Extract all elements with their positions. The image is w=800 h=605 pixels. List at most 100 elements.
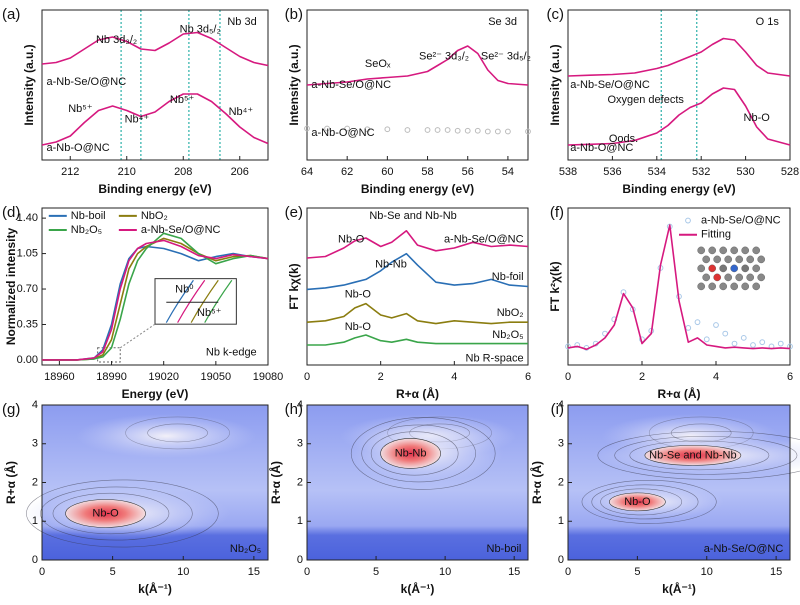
x-tick-label: 532 — [692, 166, 710, 178]
annotation: Nb⁴⁺ — [229, 106, 254, 118]
series-label: a-Nb-Se/O@NC — [311, 79, 391, 91]
x-tick-label: 538 — [559, 166, 577, 178]
panel-label: (i) — [551, 401, 564, 418]
contour-region — [75, 414, 257, 458]
structure-atom — [757, 273, 766, 282]
data-point — [787, 343, 793, 350]
x-tick-label: 19080 — [253, 371, 284, 383]
data-point — [494, 128, 501, 135]
peak — [644, 445, 742, 466]
panel-label: (e) — [285, 204, 303, 221]
x-tick-label: 56 — [462, 166, 474, 178]
series-label: a-Nb-O@NC — [311, 127, 374, 139]
series-label: a-Nb-Se/O@NC — [570, 79, 650, 91]
data-point — [304, 125, 310, 132]
y-tick-label: 1.05 — [17, 247, 38, 259]
structure-atom — [708, 246, 717, 255]
y-tick-label: 2 — [558, 476, 564, 488]
x-tick-label: 0 — [565, 566, 571, 578]
plot-frame — [41, 207, 269, 366]
x-tick-label: 212 — [61, 166, 79, 178]
curve — [42, 232, 269, 361]
x-tick-label: 54 — [502, 166, 514, 178]
y-tick-label: 4 — [558, 399, 564, 411]
annotation: Nb-O — [345, 321, 372, 333]
x-axis-label: Binding energy (eV) — [622, 182, 735, 196]
legend-label: a-Nb-Se/O@NC — [141, 224, 221, 236]
annotation: Nb-Se and Nb-Nb — [369, 210, 456, 222]
curve — [42, 237, 269, 361]
y-tick-label: 1 — [558, 515, 564, 527]
data-point — [474, 127, 481, 134]
peak — [65, 499, 146, 528]
panel-label: (g) — [2, 401, 20, 418]
x-tick-label: 210 — [118, 166, 136, 178]
x-tick-label: 18990 — [96, 371, 127, 383]
x-tick-label: 15 — [770, 566, 782, 578]
y-tick-label: 2 — [297, 476, 303, 488]
curve — [42, 245, 269, 361]
curve — [306, 230, 529, 259]
annotation: Nb⁵⁺ — [68, 103, 93, 115]
plot-frame — [41, 9, 269, 161]
x-axis-label: k(Å⁻¹) — [138, 581, 172, 596]
contour-line — [581, 479, 717, 524]
annotation: Nb⁵⁺ — [170, 94, 195, 106]
series-label: Nb₂O₅ — [492, 329, 523, 341]
x-tick-label: 5 — [634, 566, 640, 578]
x-tick-label: 5 — [110, 566, 116, 578]
x-tick-label: 0 — [304, 371, 310, 383]
annotation: Nb k-edge — [206, 346, 257, 358]
y-tick-label: 0 — [558, 554, 564, 566]
x-tick-label: 10 — [177, 566, 189, 578]
x-tick-label: 5 — [373, 566, 379, 578]
x-tick-label: 536 — [603, 166, 621, 178]
panel-label: (a) — [2, 6, 20, 23]
data-point — [759, 339, 766, 346]
y-tick-label: 1 — [297, 515, 303, 527]
x-tick-label: 10 — [439, 566, 451, 578]
contour-line — [629, 440, 770, 471]
structure-atom — [697, 282, 706, 291]
y-tick-label: 4 — [32, 399, 38, 411]
curve — [567, 224, 791, 351]
y-tick-label: 3 — [32, 438, 38, 450]
data-point — [750, 342, 756, 348]
peak — [380, 438, 441, 469]
data-point — [434, 127, 441, 133]
x-axis-label: k(Å⁻¹) — [662, 581, 696, 596]
contour-line — [52, 492, 170, 535]
panel-label: (h) — [285, 401, 303, 418]
structure-atom — [719, 264, 728, 273]
legend-label: a-Nb-Se/O@NC — [701, 214, 781, 226]
data-point — [525, 128, 531, 135]
data-point — [740, 334, 747, 341]
peak-label: Nb-O — [624, 496, 651, 508]
contour-line — [40, 486, 193, 541]
x-tick-label: 15 — [508, 566, 520, 578]
peak-label: Nb-O — [92, 507, 119, 519]
data-point — [777, 340, 784, 347]
x-tick-label: 528 — [781, 166, 799, 178]
x-axis-label: k(Å⁻¹) — [401, 581, 435, 596]
y-tick-label: 0 — [297, 554, 303, 566]
x-tick-label: 0 — [565, 371, 571, 383]
data-point — [722, 330, 729, 337]
data-point — [685, 324, 692, 331]
x-tick-label: 2 — [378, 371, 384, 383]
series-label: NbO₂ — [497, 307, 524, 319]
structure-atom — [741, 264, 750, 273]
x-tick-label: 0 — [39, 566, 45, 578]
contour-line — [597, 431, 800, 480]
structure-atom — [757, 255, 766, 264]
x-tick-label: 4 — [713, 371, 719, 383]
annotation: Oxygen defects — [607, 94, 684, 106]
annotation: Nb₂O₅ — [230, 543, 261, 555]
y-tick-label: 2 — [32, 476, 38, 488]
y-tick-label: 1.40 — [17, 212, 38, 224]
structure-atom — [708, 264, 717, 273]
annotation: Nb 3d₅/₂ — [180, 23, 221, 35]
structure-atom — [702, 273, 711, 282]
data-point — [505, 128, 511, 135]
